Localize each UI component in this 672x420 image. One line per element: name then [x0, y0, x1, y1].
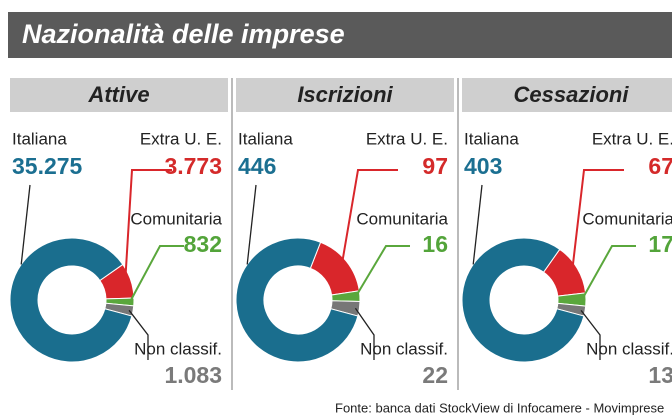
- leader-line: [128, 309, 149, 360]
- leader-line: [340, 169, 398, 266]
- value-label: 97: [422, 153, 448, 179]
- value-label: 22: [422, 362, 448, 388]
- leader-line: [472, 184, 483, 265]
- panel-header: [10, 78, 228, 112]
- donut-segment: [461, 237, 585, 363]
- category-label: Extra U. E.: [592, 129, 672, 148]
- leader-line: [20, 184, 31, 265]
- category-label: Italiana: [12, 129, 67, 148]
- value-label: 832: [184, 231, 222, 257]
- category-label: Non classif.: [586, 339, 672, 358]
- leader-line: [354, 307, 375, 360]
- category-label: Italiana: [464, 129, 519, 148]
- panel-header: [236, 78, 454, 112]
- panel-title: Cessazioni: [514, 82, 630, 107]
- panel-header: [462, 78, 672, 112]
- category-label: Non classif.: [134, 339, 222, 358]
- panel-title: Iscrizioni: [297, 82, 393, 107]
- page-title: Nazionalità delle imprese: [22, 19, 345, 49]
- value-label: 3.773: [164, 153, 222, 179]
- donut-segment: [235, 237, 359, 363]
- value-label: 446: [238, 153, 276, 179]
- leader-line: [571, 169, 624, 272]
- panel-title: Attive: [87, 82, 149, 107]
- donut-segment: [9, 237, 133, 363]
- category-label: Extra U. E.: [140, 129, 222, 148]
- category-label: Comunitaria: [130, 209, 222, 228]
- category-label: Comunitaria: [582, 209, 672, 228]
- category-label: Comunitaria: [356, 209, 448, 228]
- value-label: 403: [464, 153, 502, 179]
- category-label: Italiana: [238, 129, 293, 148]
- value-label: 17: [648, 231, 672, 257]
- header-bar: [8, 12, 672, 58]
- value-label: 67: [648, 153, 672, 179]
- value-label: 1.083: [164, 362, 222, 388]
- source: Fonte: banca dati StockView di Infocamer…: [335, 400, 664, 415]
- value-label: 13: [648, 362, 672, 388]
- leader-line: [581, 245, 636, 301]
- leader-line: [580, 309, 601, 360]
- leader-line: [129, 245, 184, 303]
- leader-line: [246, 184, 257, 265]
- value-label: 35.275: [12, 153, 83, 179]
- value-label: 16: [422, 231, 448, 257]
- category-label: Extra U. E.: [366, 129, 448, 148]
- leader-line: [124, 169, 172, 283]
- category-label: Non classif.: [360, 339, 448, 358]
- leader-line: [355, 245, 410, 297]
